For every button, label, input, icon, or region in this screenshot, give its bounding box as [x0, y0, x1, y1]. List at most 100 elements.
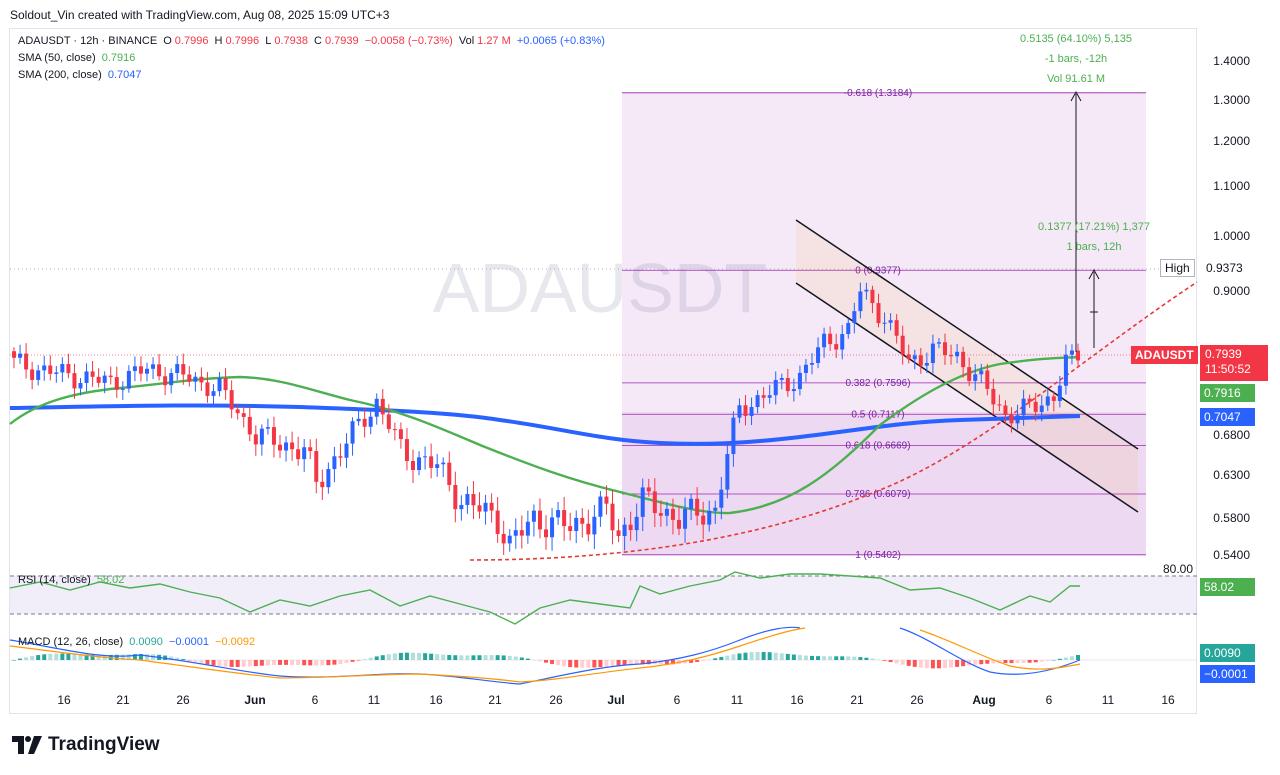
candle-body[interactable] [749, 407, 754, 416]
candle-body[interactable] [205, 382, 210, 396]
sma50-line[interactable] [9, 355, 1081, 515]
candle-body[interactable] [1057, 385, 1062, 401]
candle-body[interactable] [1021, 398, 1026, 416]
macd-signal-line[interactable] [9, 627, 806, 683]
candle-body[interactable] [477, 505, 482, 512]
candle-body[interactable] [664, 508, 669, 516]
candle-body[interactable] [725, 454, 730, 490]
candle-body[interactable] [471, 494, 476, 506]
candle-body[interactable] [822, 333, 827, 348]
candle-body[interactable] [356, 418, 361, 422]
candle-body[interactable] [652, 491, 657, 514]
candle-body[interactable] [550, 517, 555, 538]
candle-body[interactable] [247, 416, 252, 435]
candle-body[interactable] [973, 374, 978, 381]
candle-body[interactable] [610, 503, 615, 531]
candle-body[interactable] [441, 462, 446, 465]
candle-body[interactable] [84, 371, 89, 384]
candle-body[interactable] [157, 364, 162, 377]
candle-body[interactable] [193, 376, 198, 382]
candle-body[interactable] [858, 291, 863, 312]
candle-body[interactable] [936, 342, 941, 344]
candle-body[interactable] [181, 364, 186, 375]
candle-body[interactable] [483, 502, 488, 512]
candle-body[interactable] [411, 461, 415, 470]
sma200-legend[interactable]: SMA (200, close) 0.7047 [18, 69, 144, 81]
candle-body[interactable] [912, 355, 917, 360]
candle-body[interactable] [906, 354, 911, 360]
candle-body[interactable] [235, 409, 240, 414]
candle-body[interactable] [894, 320, 899, 336]
symbol-title[interactable]: ADAUSDT · 12h · BINANCE [18, 35, 158, 47]
candle-body[interactable] [507, 535, 512, 544]
candle-body[interactable] [701, 515, 706, 525]
candle-body[interactable] [646, 487, 651, 492]
candle-body[interactable] [102, 375, 107, 383]
candle-body[interactable] [54, 372, 59, 374]
parabolic-support-curve[interactable] [469, 281, 1198, 561]
candle-body[interactable] [598, 496, 603, 517]
candle-body[interactable] [791, 389, 796, 392]
candle-body[interactable] [930, 343, 935, 363]
candle-body[interactable] [326, 469, 331, 488]
candle-body[interactable] [465, 494, 470, 505]
candle-body[interactable] [797, 372, 802, 390]
candle-body[interactable] [737, 405, 742, 418]
candle-body[interactable] [362, 418, 367, 427]
candle-body[interactable] [773, 379, 778, 396]
candle-body[interactable] [531, 510, 536, 522]
sma200-line[interactable] [9, 403, 1081, 446]
candle-body[interactable] [840, 334, 845, 350]
candle-body[interactable] [48, 365, 53, 374]
candle-body[interactable] [779, 378, 784, 380]
candle-body[interactable] [719, 489, 724, 508]
candle-body[interactable] [1069, 350, 1074, 355]
candle-body[interactable] [36, 370, 41, 380]
candle-body[interactable] [658, 513, 663, 516]
candle-body[interactable] [392, 429, 397, 431]
candle-body[interactable] [586, 523, 591, 535]
candle-body[interactable] [846, 323, 851, 335]
candle-body[interactable] [592, 516, 597, 535]
candle-body[interactable] [447, 462, 452, 486]
candle-body[interactable] [604, 496, 609, 504]
candle-body[interactable] [302, 447, 307, 460]
candle-body[interactable] [870, 289, 875, 304]
candle-body[interactable] [1076, 350, 1080, 361]
candle-body[interactable] [537, 510, 542, 530]
candle-body[interactable] [435, 464, 440, 468]
candle-body[interactable] [151, 364, 156, 369]
candle-body[interactable] [12, 351, 16, 358]
candle-body[interactable] [96, 376, 101, 383]
candle-body[interactable] [640, 487, 645, 517]
candle-body[interactable] [834, 344, 839, 350]
candle-body[interactable] [924, 362, 929, 366]
candle-body[interactable] [320, 481, 325, 488]
candle-body[interactable] [1015, 415, 1020, 424]
rsi-legend[interactable]: RSI (14, close) 58.02 [18, 574, 127, 586]
candle-body[interactable] [271, 427, 276, 445]
candle-body[interactable] [622, 524, 627, 536]
candle-body[interactable] [816, 347, 821, 364]
candle-body[interactable] [374, 398, 379, 417]
candle-body[interactable] [991, 388, 996, 405]
candle-body[interactable] [132, 366, 137, 371]
candle-body[interactable] [253, 434, 258, 445]
candle-body[interactable] [308, 447, 313, 452]
candle-body[interactable] [864, 289, 869, 292]
candle-body[interactable] [767, 395, 772, 398]
candle-body[interactable] [525, 521, 530, 536]
candle-body[interactable] [1045, 396, 1050, 406]
candle-body[interactable] [138, 366, 143, 374]
candle-body[interactable] [78, 383, 83, 389]
channel-upper-line[interactable] [795, 219, 1139, 450]
candle-body[interactable] [126, 370, 131, 389]
candle-body[interactable] [459, 504, 464, 510]
candle-body[interactable] [501, 533, 506, 544]
candle-body[interactable] [556, 510, 561, 518]
candle-body[interactable] [985, 370, 990, 389]
candle-body[interactable] [628, 524, 633, 531]
candle-body[interactable] [707, 510, 712, 525]
candle-body[interactable] [241, 413, 246, 417]
candle-body[interactable] [60, 363, 65, 373]
